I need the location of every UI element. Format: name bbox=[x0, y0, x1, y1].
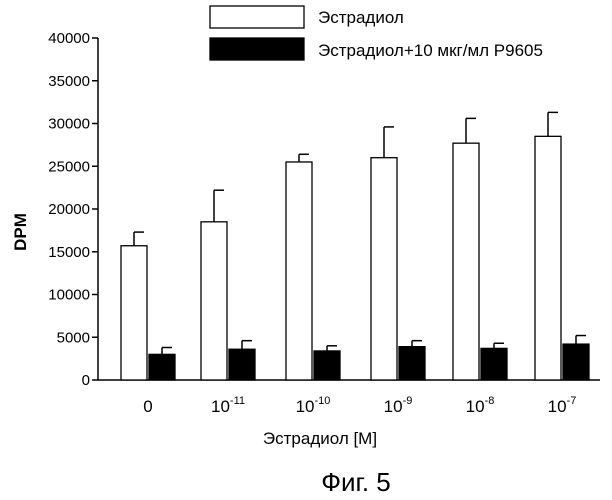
x-axis: 0 10-11 10-10 10-9 10-8 10-7 bbox=[98, 380, 600, 416]
y-tick-label: 25000 bbox=[48, 158, 90, 175]
bar-series-1 bbox=[453, 143, 479, 380]
y-tick-label: 40000 bbox=[48, 30, 90, 47]
y-tick-label: 30000 bbox=[48, 116, 90, 133]
x-tick-label: 10-8 bbox=[466, 395, 495, 416]
y-axis-title: DPM bbox=[11, 213, 30, 251]
y-tick-label: 20000 bbox=[48, 201, 90, 218]
x-tick-label: 10-11 bbox=[211, 395, 245, 416]
bar-series-2 bbox=[149, 354, 175, 380]
legend: Эстрадиол Эстрадиол+10 мкг/мл P9605 bbox=[210, 6, 543, 60]
bar-series-2 bbox=[399, 347, 425, 380]
x-tick-label: 0 bbox=[143, 397, 152, 416]
bar-series-1 bbox=[286, 162, 312, 380]
legend-swatch-1 bbox=[210, 6, 304, 28]
bar-series-2 bbox=[314, 351, 340, 380]
y-tick-label: 10000 bbox=[48, 287, 90, 304]
y-axis: 0 5000 10000 15000 20000 25000 30000 35000 40000 bbox=[48, 30, 98, 389]
bar-series-1 bbox=[371, 158, 397, 380]
y-tick-label: 5000 bbox=[57, 329, 90, 346]
x-tick-label: 10-10 bbox=[296, 395, 331, 416]
y-tick-label: 0 bbox=[82, 372, 90, 389]
figure-caption: Фиг. 5 bbox=[321, 467, 391, 497]
bar-series-2 bbox=[563, 344, 589, 380]
bar-series-2 bbox=[229, 349, 255, 380]
y-tick-label: 15000 bbox=[48, 244, 90, 261]
legend-swatch-2 bbox=[210, 38, 304, 60]
legend-label-1: Эстрадиол bbox=[318, 8, 404, 27]
bars bbox=[121, 112, 589, 380]
legend-label-2: Эстрадиол+10 мкг/мл P9605 bbox=[318, 41, 543, 60]
x-tick-label: 10-7 bbox=[548, 395, 577, 416]
bar-series-2 bbox=[481, 348, 507, 380]
x-tick-label: 10-9 bbox=[384, 395, 413, 416]
bar-series-1 bbox=[535, 136, 561, 380]
y-tick-label: 35000 bbox=[48, 73, 90, 90]
bar-series-1 bbox=[201, 222, 227, 380]
x-axis-title: Эстрадиол [M] bbox=[263, 429, 377, 448]
bar-series-1 bbox=[121, 246, 147, 380]
